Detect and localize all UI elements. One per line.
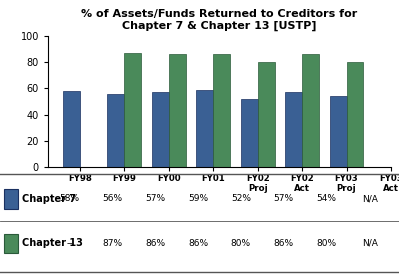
Text: 59%: 59% — [188, 194, 208, 203]
Bar — [241, 99, 258, 167]
Bar — [285, 92, 302, 167]
Text: 87%: 87% — [102, 239, 122, 248]
Bar — [196, 90, 213, 167]
Text: N/A: N/A — [361, 194, 377, 203]
Text: 57%: 57% — [145, 194, 165, 203]
Text: Chapter 7: Chapter 7 — [22, 194, 76, 204]
Text: 80%: 80% — [231, 239, 251, 248]
Bar — [302, 54, 319, 167]
Text: Chapter 13: Chapter 13 — [22, 238, 83, 248]
Text: 56%: 56% — [102, 194, 122, 203]
Bar — [107, 94, 124, 167]
Bar — [124, 53, 141, 167]
Text: --: -- — [66, 239, 73, 248]
Text: 86%: 86% — [274, 239, 294, 248]
Text: 52%: 52% — [231, 194, 251, 203]
Title: % of Assets/Funds Returned to Creditors for
Chapter 7 & Chapter 13 [USTP]: % of Assets/Funds Returned to Creditors … — [81, 9, 358, 31]
Bar — [258, 62, 275, 167]
Text: 57%: 57% — [274, 194, 294, 203]
Text: 80%: 80% — [317, 239, 337, 248]
Bar — [330, 96, 347, 167]
Text: 58%: 58% — [59, 194, 79, 203]
Text: 54%: 54% — [317, 194, 337, 203]
Bar — [169, 54, 186, 167]
Bar — [63, 91, 80, 167]
Text: 86%: 86% — [145, 239, 165, 248]
Bar — [152, 92, 169, 167]
Bar — [213, 54, 230, 167]
Text: 86%: 86% — [188, 239, 208, 248]
Bar — [347, 62, 363, 167]
Text: N/A: N/A — [361, 239, 377, 248]
